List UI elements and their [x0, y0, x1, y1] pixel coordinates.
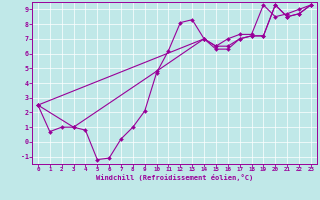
X-axis label: Windchill (Refroidissement éolien,°C): Windchill (Refroidissement éolien,°C): [96, 174, 253, 181]
